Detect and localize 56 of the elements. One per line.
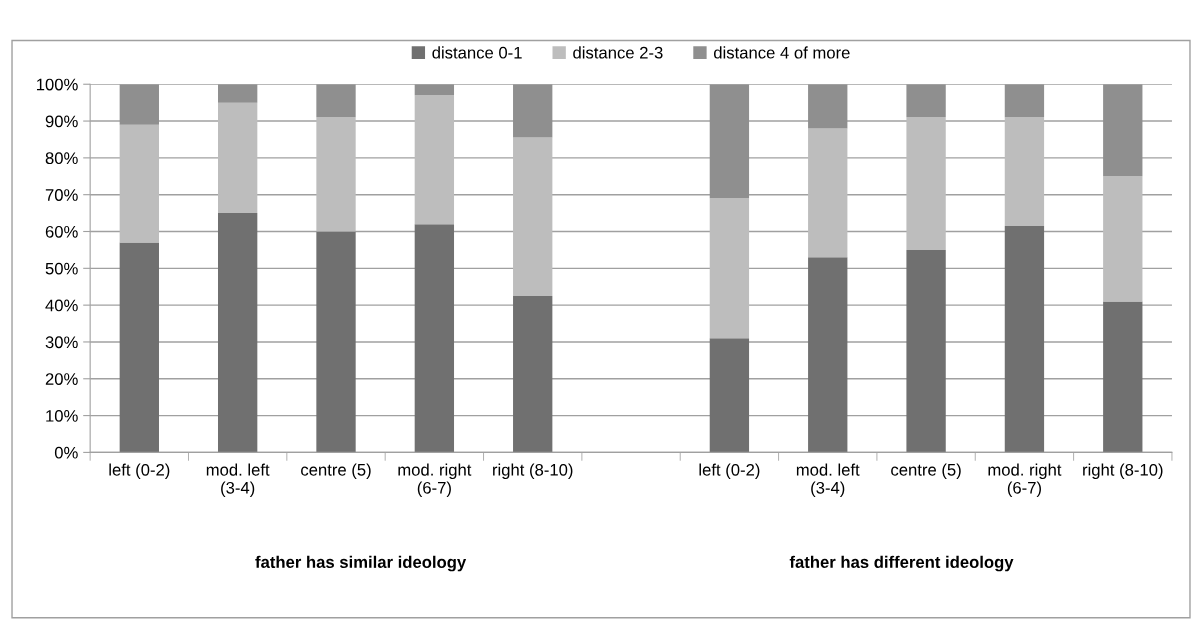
bar [1004,84,1045,118]
x-tick-label: centre (5) [891,463,961,480]
bar [808,128,848,258]
x-tick-label: mod. left (3-4) [206,463,270,497]
bar [709,198,750,339]
y-tick-label: 10% [46,409,78,422]
bar [218,213,258,453]
text: father has different ideology [789,555,1014,572]
bar [1004,117,1045,226]
bar [414,95,455,225]
bar [808,257,848,453]
y-tick-label: 0% [54,446,78,459]
y-tick-label: 60% [45,225,78,238]
bar [513,137,553,296]
bar [119,124,159,243]
bar [316,231,356,453]
bar [316,84,356,118]
y-tick-label: 70% [45,189,78,201]
bar [808,84,848,129]
y-tick-label: 30% [45,336,78,349]
legend-label: distance 0-1 [432,46,522,59]
bar [218,84,258,103]
y-tick-label: 40% [45,299,78,312]
text: father has similar ideology [255,555,467,572]
x-tick-label: right (8-10) [493,463,573,480]
bar [906,84,946,118]
y-tick-label: 80% [45,152,78,165]
bar [316,117,356,232]
bar [906,117,946,250]
bar [1103,301,1143,453]
bar [1103,176,1143,302]
x-tick-label: mod. left (3-4) [796,463,860,497]
y-tick-label: 50% [45,262,78,275]
x-tick-label: right (8-10) [1083,463,1163,480]
y-tick-label: 100% [36,78,78,91]
bar [709,338,750,453]
x-tick-label: mod. right (6-7) [988,463,1062,497]
bar [1103,84,1143,177]
x-tick-label: left (0-2) [109,463,170,480]
bar [1004,225,1045,453]
y-tick-label: 20% [45,373,78,385]
bar [218,102,258,214]
legend-label: distance 2-3 [573,46,663,59]
bar [414,224,455,453]
bar [709,84,750,199]
legend-label: distance 4 of more [713,46,850,59]
bar [513,295,553,453]
bar [414,84,455,96]
y-tick-label: 90% [45,115,78,128]
bar [513,84,553,138]
x-tick-label: left (0-2) [699,463,760,480]
x-tick-label: centre (5) [301,463,371,480]
bar [119,242,159,453]
x-tick-label: mod. right (6-7) [398,463,472,497]
bar [119,84,159,125]
bar [906,249,946,453]
